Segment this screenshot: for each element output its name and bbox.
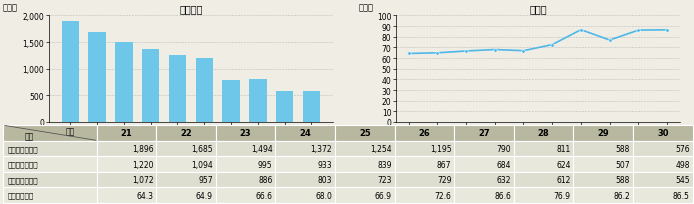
Text: 632: 632 [496, 175, 511, 184]
Text: 検挙人員（人）: 検挙人員（人） [8, 176, 38, 183]
Text: 66.9: 66.9 [375, 191, 392, 200]
Text: 933: 933 [318, 160, 332, 169]
Text: 25: 25 [359, 129, 371, 138]
Text: 認知件数（件）: 認知件数（件） [8, 145, 38, 152]
Text: 612: 612 [556, 175, 570, 184]
Bar [142, 50, 160, 122]
Text: 検挙率（％）: 検挙率（％） [8, 192, 34, 198]
Text: 21: 21 [121, 129, 132, 138]
Text: 1,220: 1,220 [132, 160, 153, 169]
Text: 886: 886 [258, 175, 273, 184]
Bar [222, 81, 239, 122]
Text: 29: 29 [598, 129, 609, 138]
Text: 86.2: 86.2 [613, 191, 630, 200]
Text: 64.9: 64.9 [196, 191, 213, 200]
Text: 68.0: 68.0 [315, 191, 332, 200]
Bar [169, 56, 186, 122]
Text: 790: 790 [496, 144, 511, 153]
Title: 検挙率: 検挙率 [529, 4, 547, 14]
Text: 86.5: 86.5 [673, 191, 690, 200]
Text: 624: 624 [556, 160, 570, 169]
Text: 1,372: 1,372 [310, 144, 332, 153]
Text: 23: 23 [239, 129, 251, 138]
Text: 995: 995 [258, 160, 273, 169]
Text: 588: 588 [616, 144, 630, 153]
Bar [88, 33, 105, 122]
Text: 588: 588 [616, 175, 630, 184]
Text: 1,685: 1,685 [192, 144, 213, 153]
Text: 76.9: 76.9 [554, 191, 570, 200]
Text: 検挙件数（件）: 検挙件数（件） [8, 161, 38, 167]
Text: 1,254: 1,254 [370, 144, 392, 153]
Text: 27: 27 [478, 129, 490, 138]
Text: 803: 803 [318, 175, 332, 184]
Bar [115, 43, 133, 122]
Text: 684: 684 [496, 160, 511, 169]
Bar [276, 91, 294, 122]
Text: 年次: 年次 [66, 127, 75, 136]
Bar [196, 59, 213, 122]
Text: 22: 22 [180, 129, 192, 138]
Text: 64.3: 64.3 [136, 191, 153, 200]
Text: 545: 545 [675, 175, 690, 184]
Text: 24: 24 [299, 129, 311, 138]
Text: 1,195: 1,195 [430, 144, 451, 153]
Text: 729: 729 [437, 175, 451, 184]
Text: 1,896: 1,896 [132, 144, 153, 153]
Text: 1,072: 1,072 [132, 175, 153, 184]
Title: 認知件数: 認知件数 [179, 4, 203, 14]
Text: 72.6: 72.6 [434, 191, 451, 200]
Text: 498: 498 [675, 160, 690, 169]
Text: 576: 576 [675, 144, 690, 153]
Text: 811: 811 [557, 144, 570, 153]
Text: （％）: （％） [359, 3, 373, 12]
Text: 26: 26 [418, 129, 430, 138]
Bar [249, 79, 266, 122]
Text: 957: 957 [198, 175, 213, 184]
Text: （件）: （件） [3, 3, 18, 12]
Text: 839: 839 [378, 160, 392, 169]
Text: 1,094: 1,094 [192, 160, 213, 169]
Text: 1,494: 1,494 [251, 144, 273, 153]
Text: 86.6: 86.6 [494, 191, 511, 200]
Text: 867: 867 [437, 160, 451, 169]
Text: 30: 30 [657, 129, 668, 138]
Text: 28: 28 [538, 129, 550, 138]
Bar [62, 22, 79, 122]
Text: 723: 723 [378, 175, 392, 184]
Bar [303, 92, 320, 122]
Text: 507: 507 [616, 160, 630, 169]
Text: 66.6: 66.6 [255, 191, 273, 200]
Text: 区分: 区分 [25, 132, 34, 141]
